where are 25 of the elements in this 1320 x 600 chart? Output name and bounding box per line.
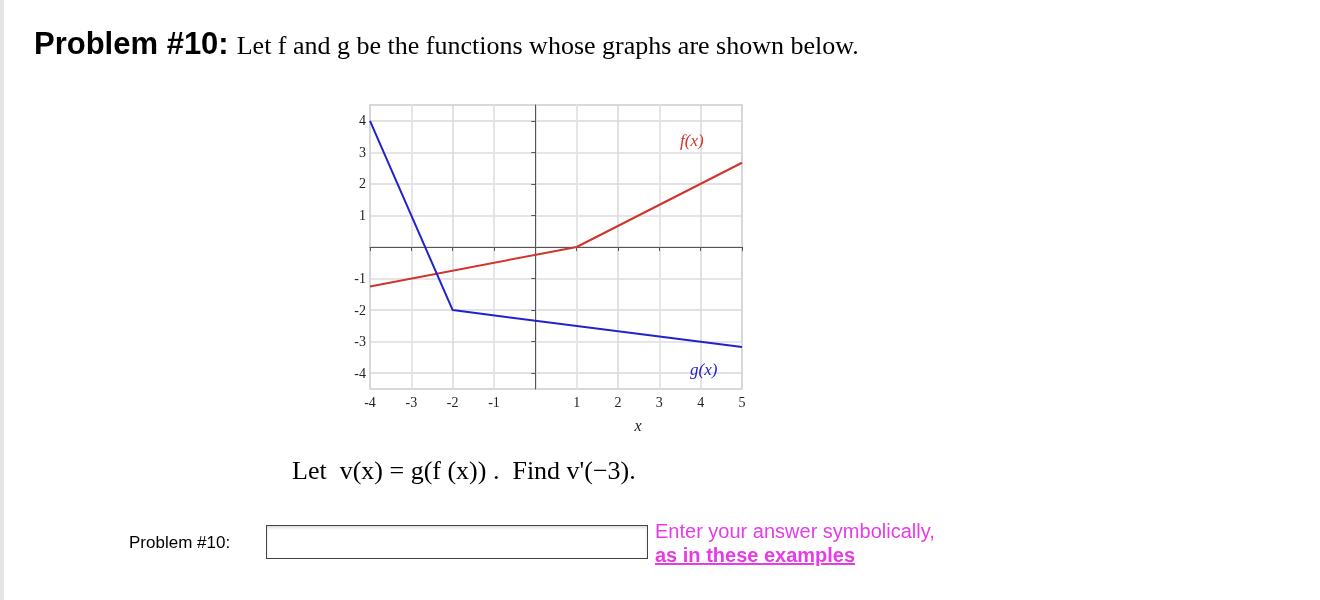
chart-subtitle: Let f and g be the functions whose graphs are shown below.	[236, 31, 859, 60]
x-axis-title: x	[633, 416, 642, 434]
x-tick-label: -3	[405, 394, 418, 410]
text: Enter your answer symbolically,	[655, 519, 935, 543]
x-tick-label: 3	[655, 394, 663, 410]
y-tick-label: 4	[359, 113, 366, 129]
text: Let v(x) = g(f (x)) . Find v'(−3).	[292, 456, 636, 486]
x-tick-label: 2	[614, 394, 622, 410]
y-tick-label: -1	[354, 271, 366, 287]
y-tick-label: 3	[359, 144, 366, 160]
x-tick-label: 1	[573, 394, 581, 410]
x-tick-label: 4	[697, 394, 705, 410]
x-tick-label: -2	[446, 394, 459, 410]
x-tick-label: -1	[488, 394, 500, 410]
x-tick-label: 5	[738, 394, 746, 410]
text: Problem #10:	[129, 533, 231, 553]
chart-title: Problem #10:	[34, 26, 229, 61]
series-label: g(x)	[690, 359, 718, 379]
y-tick-label: 1	[359, 207, 366, 223]
series-label: f(x)	[680, 131, 704, 151]
y-tick-label: 2	[359, 176, 366, 192]
y-tick-label: -4	[354, 365, 366, 381]
y-tick-label: -3	[354, 334, 366, 350]
y-tick-label: -2	[354, 302, 366, 318]
text: as in these examples	[655, 543, 857, 567]
